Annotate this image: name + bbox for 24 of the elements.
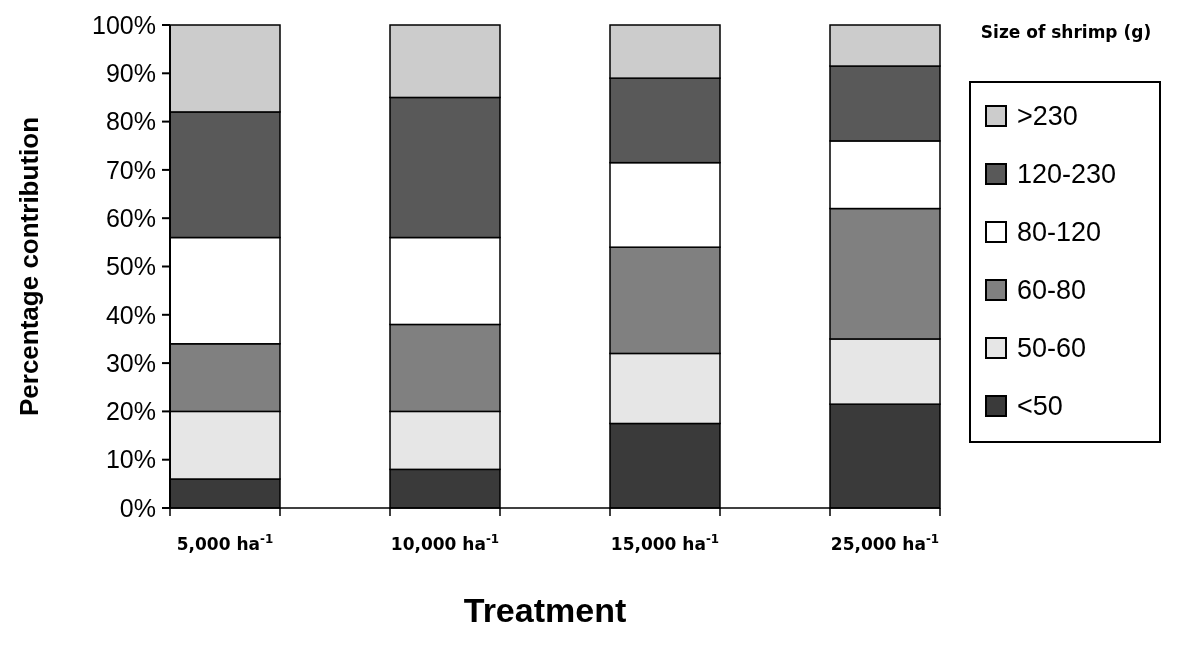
y-tick-label: 100% xyxy=(92,10,156,39)
legend-label: <50 xyxy=(1017,391,1063,422)
y-tick-label: 10% xyxy=(105,445,156,474)
x-axis-title: Treatment xyxy=(463,591,627,629)
y-tick-label: 40% xyxy=(105,300,156,329)
y-tick-label: 0% xyxy=(119,493,156,522)
y-tick-label: 60% xyxy=(105,203,156,232)
y-tick-label: 80% xyxy=(105,107,156,136)
legend-label: >230 xyxy=(1017,101,1078,132)
legend-label: 80-120 xyxy=(1017,217,1102,248)
x-tick-label: 15,000 ha$^{-1}$ xyxy=(610,532,720,554)
y-tick-label: 20% xyxy=(105,397,156,426)
y-tick-label: 90% xyxy=(105,59,156,88)
y-tick-label: 70% xyxy=(105,155,156,184)
x-tick-label: 25,000 ha$^{-1}$ xyxy=(830,532,940,554)
x-tick-label: 10,000 ha$^{-1}$ xyxy=(390,532,500,554)
x-tick-label: 5,000 ha$^{-1}$ xyxy=(176,532,274,554)
y-tick-label: 30% xyxy=(105,348,156,377)
legend-label: 50-60 xyxy=(1017,333,1087,364)
y-tick-label: 50% xyxy=(105,252,156,281)
legend-label: 120-230 xyxy=(1017,159,1117,190)
y-axis-title: Percentage contribution xyxy=(14,116,44,417)
legend-title: Size of shrimp (g) xyxy=(980,22,1152,42)
legend-label: 60-80 xyxy=(1017,275,1087,306)
